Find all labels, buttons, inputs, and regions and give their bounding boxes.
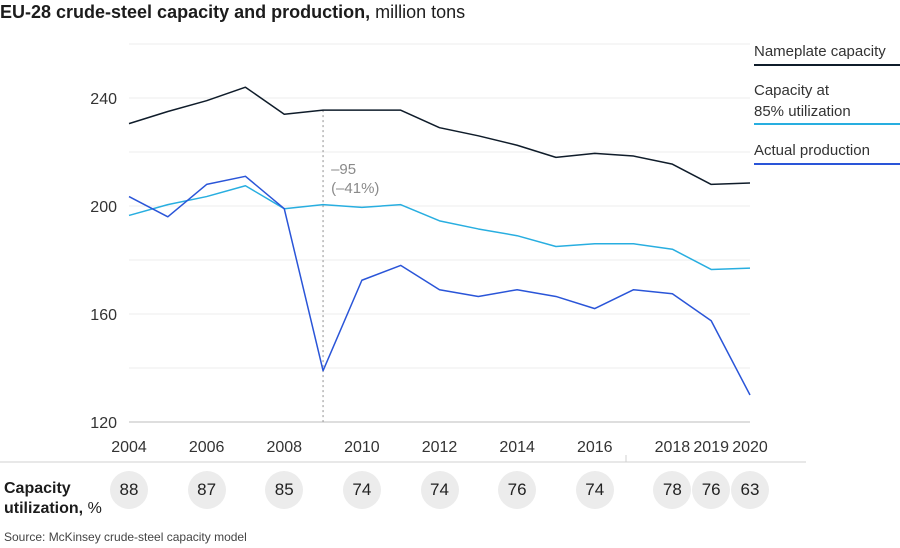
legend-label-nameplate: Nameplate capacity xyxy=(754,43,886,60)
annotation-text-line2: (–41%) xyxy=(331,180,379,197)
utilization-label-unit: % xyxy=(87,500,102,517)
series-line-actual xyxy=(128,175,751,396)
x-tick-label: 2008 xyxy=(266,439,302,456)
utilization-label-line2: utilization, xyxy=(4,500,84,517)
utilization-badge: 63 xyxy=(731,471,769,509)
legend-rule-nameplate xyxy=(754,64,900,66)
series-line-nameplate xyxy=(128,86,751,186)
legend-label-actual: Actual production xyxy=(754,142,870,159)
x-tick-label: 2006 xyxy=(189,439,225,456)
chart-title-main: EU-28 crude-steel capacity and productio… xyxy=(0,2,371,22)
legend-label-85pct-line1: Capacity at xyxy=(754,82,830,99)
y-tick-label: 240 xyxy=(90,91,117,108)
y-tick-label: 120 xyxy=(90,415,117,432)
utilization-badge: 74 xyxy=(420,471,459,509)
utilization-label: Capacity utilization, % xyxy=(4,479,102,519)
utilization-badge: 88 xyxy=(110,471,148,509)
source-note: Source: McKinsey crude-steel capacity mo… xyxy=(4,530,247,544)
utilization-badge: 74 xyxy=(342,471,381,509)
x-tick-label: 2018 xyxy=(655,439,691,456)
series-line-85pct xyxy=(128,185,751,271)
utilization-badge: 74 xyxy=(575,471,614,509)
line-chart: 120 160 200 240 2004 2006 2008 2010 2012 2014 2016… xyxy=(0,43,806,463)
utilization-badge: 76 xyxy=(498,471,537,509)
legend-rule-85pct xyxy=(754,123,900,125)
legend-label-85pct-line2: 85% utilization xyxy=(754,103,851,120)
x-tick-label: 2014 xyxy=(499,439,535,456)
utilization-badge: 85 xyxy=(265,471,304,509)
x-tick-label: 2019 xyxy=(693,439,729,456)
chart-title: EU-28 crude-steel capacity and productio… xyxy=(0,2,465,23)
legend-rule-actual xyxy=(754,163,900,165)
x-tick-label: 2010 xyxy=(344,439,380,456)
utilization-badge: 87 xyxy=(187,471,226,509)
x-tick-label: 2016 xyxy=(577,439,613,456)
y-tick-label: 200 xyxy=(90,199,117,216)
legend-85pct: Capacity at 85% utilization xyxy=(754,80,900,125)
y-tick-label: 160 xyxy=(90,307,117,324)
x-tick-label: 2020 xyxy=(732,439,768,456)
chart-title-unit: million tons xyxy=(375,2,466,22)
legend-actual: Actual production xyxy=(754,140,900,165)
utilization-badge: 76 xyxy=(692,471,731,509)
annotation-text-line1: –95 xyxy=(331,161,356,178)
utilization-label-line1: Capacity xyxy=(4,480,71,497)
x-tick-label: 2004 xyxy=(111,439,147,456)
x-tick-label: 2012 xyxy=(422,439,458,456)
legend-nameplate: Nameplate capacity xyxy=(754,41,900,66)
utilization-badge: 78 xyxy=(653,471,692,509)
